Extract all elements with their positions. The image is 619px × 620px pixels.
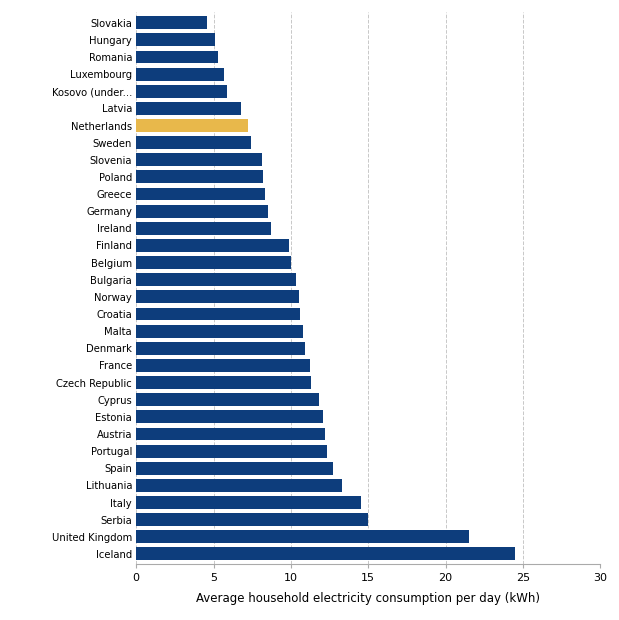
Bar xyxy=(136,290,299,303)
Bar xyxy=(136,462,333,475)
Bar xyxy=(136,376,311,389)
Bar xyxy=(136,102,241,115)
Bar xyxy=(136,68,224,81)
Bar xyxy=(136,273,296,286)
Bar xyxy=(136,33,215,46)
Bar xyxy=(136,239,290,252)
Bar xyxy=(136,85,228,98)
Bar xyxy=(136,547,515,560)
Bar xyxy=(136,16,207,29)
Bar xyxy=(136,445,327,458)
Bar xyxy=(136,342,305,355)
Bar xyxy=(136,153,261,166)
Bar xyxy=(136,188,265,200)
Bar xyxy=(136,119,248,132)
X-axis label: Average household electricity consumption per day (kWh): Average household electricity consumptio… xyxy=(196,591,540,604)
Bar xyxy=(136,393,319,406)
Bar xyxy=(136,256,291,269)
Bar xyxy=(136,496,360,509)
Bar xyxy=(136,205,267,218)
Bar xyxy=(136,136,251,149)
Bar xyxy=(136,428,325,440)
Bar xyxy=(136,308,300,321)
Bar xyxy=(136,50,218,63)
Bar xyxy=(136,410,324,423)
Bar xyxy=(136,222,271,235)
Bar xyxy=(136,530,469,543)
Bar xyxy=(136,170,263,184)
Bar xyxy=(136,325,303,337)
Bar xyxy=(136,479,342,492)
Bar xyxy=(136,513,368,526)
Bar xyxy=(136,359,310,372)
